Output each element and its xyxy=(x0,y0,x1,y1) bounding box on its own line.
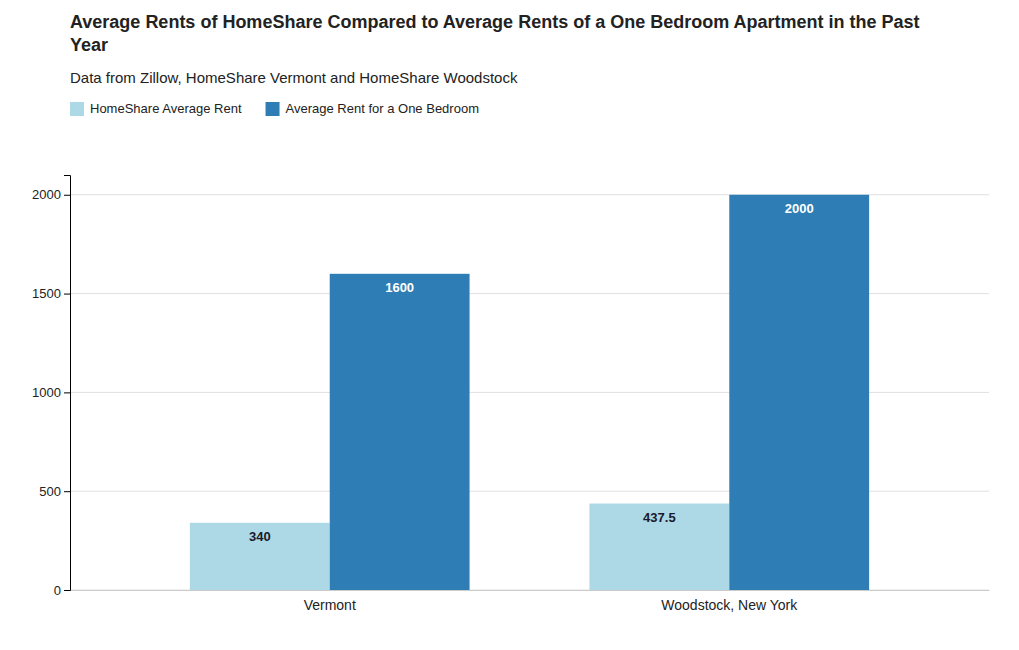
y-tick-label: 1500 xyxy=(32,286,61,301)
y-tick-label: 0 xyxy=(54,583,61,598)
x-axis-line xyxy=(71,590,990,591)
y-tick-label: 2000 xyxy=(32,187,61,202)
data-label: 2000 xyxy=(785,201,814,216)
data-labels: 340 437.5 1600 2000 xyxy=(249,201,814,544)
bars xyxy=(190,195,869,590)
bar xyxy=(190,523,330,590)
y-tick-mark xyxy=(64,590,70,591)
grid xyxy=(70,195,989,590)
y-tick-label: 500 xyxy=(39,484,61,499)
plot: Vermont Woodstock, New York 0 500 1000 1500 20… xyxy=(32,176,989,613)
bar xyxy=(589,504,729,590)
y-axis-line xyxy=(64,176,71,591)
x-axis: Vermont Woodstock, New York xyxy=(71,590,990,613)
bar xyxy=(330,274,470,590)
y-tick-mark xyxy=(64,294,70,295)
x-tick: Vermont xyxy=(304,590,356,613)
legend-item: HomeShare Average Rent xyxy=(70,101,242,116)
subtitle: Data from Zillow, HomeShare Vermont and … xyxy=(70,69,518,86)
y-tick-label: 1000 xyxy=(32,385,61,400)
y-tick: 1500 xyxy=(32,286,70,301)
x-tick-label: Vermont xyxy=(304,597,356,613)
y-tick: 0 xyxy=(54,583,70,598)
legend-swatch xyxy=(266,102,280,116)
y-axis: 0 500 1000 1500 2000 xyxy=(32,176,70,598)
data-label: 1600 xyxy=(385,280,414,295)
title: Average Rents of HomeShare Compared to A… xyxy=(70,12,920,55)
legend-label: Average Rent for a One Bedroom xyxy=(286,101,479,116)
y-tick-mark xyxy=(64,195,70,196)
legend-item: Average Rent for a One Bedroom xyxy=(266,101,479,116)
chart-svg: Average Rents of HomeShare Compared to A… xyxy=(0,0,1019,650)
y-tick: 1000 xyxy=(32,385,70,400)
legend-swatch xyxy=(70,102,84,116)
chart-container: Average Rents of HomeShare Compared to A… xyxy=(0,0,1019,650)
y-tick: 500 xyxy=(39,484,70,499)
x-tick: Woodstock, New York xyxy=(661,590,798,613)
legend: HomeShare Average Rent Average Rent for a… xyxy=(70,101,479,116)
title-line: Year xyxy=(70,35,108,55)
x-tick-label: Woodstock, New York xyxy=(661,597,798,613)
title-line: Average Rents of HomeShare Compared to A… xyxy=(70,12,920,32)
data-label: 340 xyxy=(249,529,271,544)
legend-label: HomeShare Average Rent xyxy=(90,101,242,116)
bar xyxy=(729,195,869,590)
y-tick-mark xyxy=(64,491,70,492)
y-tick-mark xyxy=(64,392,70,393)
data-label: 437.5 xyxy=(643,510,676,525)
y-tick: 2000 xyxy=(32,187,70,202)
